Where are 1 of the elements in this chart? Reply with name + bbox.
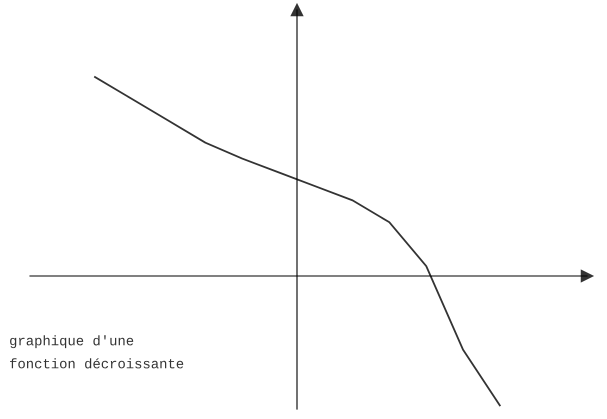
annotation: graphique d'une fonction décroissante	[10, 335, 184, 368]
